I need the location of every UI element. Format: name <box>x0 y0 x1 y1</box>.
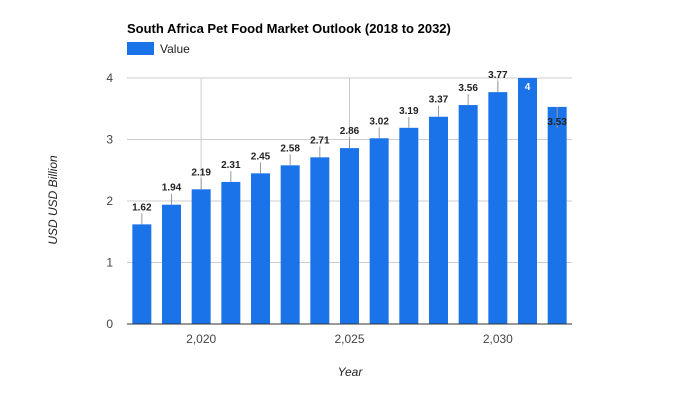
x-tick-label-2020: 2,020 <box>186 332 216 346</box>
y-tick-label-3: 3 <box>106 133 113 147</box>
data-label-2022: 2.45 <box>251 151 271 162</box>
y-axis: 0 1 2 3 4 <box>106 71 113 331</box>
bar-2029 <box>458 105 478 324</box>
y-axis-title: USD USD Billion <box>46 155 60 245</box>
data-label-2023: 2.58 <box>280 143 300 154</box>
data-label-2028: 3.37 <box>429 95 449 106</box>
data-label-2018: 1.62 <box>132 202 152 213</box>
bar-2018 <box>132 224 152 324</box>
y-tick-label-2: 2 <box>106 194 113 208</box>
bar-2025 <box>340 148 359 324</box>
bar-2019 <box>162 204 181 324</box>
bar-2023 <box>280 165 300 324</box>
data-label-2029: 3.56 <box>458 83 478 94</box>
data-label-2026: 3.02 <box>369 116 389 127</box>
legend-swatch <box>127 42 154 55</box>
x-tick-label-2025: 2,025 <box>334 332 364 346</box>
bar-2031 <box>518 78 537 324</box>
x-axis-title: Year <box>338 365 364 379</box>
data-label-2030: 3.77 <box>488 70 508 81</box>
y-tick-label-4: 4 <box>106 71 113 85</box>
legend-label: Value <box>160 42 190 56</box>
y-tick-label-1: 1 <box>106 256 113 270</box>
bar-2026 <box>369 138 389 324</box>
bar-2030 <box>488 92 508 325</box>
data-label-2020: 2.19 <box>191 167 211 178</box>
data-label-2025: 2.86 <box>340 126 360 137</box>
data-label-2024: 2.71 <box>310 135 330 146</box>
x-tick-label-2030: 2,030 <box>483 332 513 346</box>
data-label-2031: 4 <box>525 82 531 93</box>
bar-2027 <box>399 127 419 324</box>
x-axis: 2,020 2,025 2,030 <box>127 323 572 346</box>
bar-2020 <box>191 189 211 324</box>
data-label-2032: 3.53 <box>547 117 567 128</box>
data-label-2021: 2.31 <box>221 160 241 171</box>
data-label-2019: 1.94 <box>162 183 182 194</box>
y-tick-label-0: 0 <box>106 317 113 331</box>
data-label-2027: 3.19 <box>399 106 419 117</box>
bar-2021 <box>221 181 241 324</box>
bar-2028 <box>429 116 448 325</box>
chart-title: South Africa Pet Food Market Outlook (20… <box>127 21 451 36</box>
bar-2024 <box>310 157 330 324</box>
bar-2022 <box>251 173 270 324</box>
data-labels: 1.62 1.94 2.19 2.31 2.45 2.58 2.71 2.86 3.02 3.19… <box>132 70 567 225</box>
bars <box>132 78 567 325</box>
bar-2032 <box>547 106 567 324</box>
